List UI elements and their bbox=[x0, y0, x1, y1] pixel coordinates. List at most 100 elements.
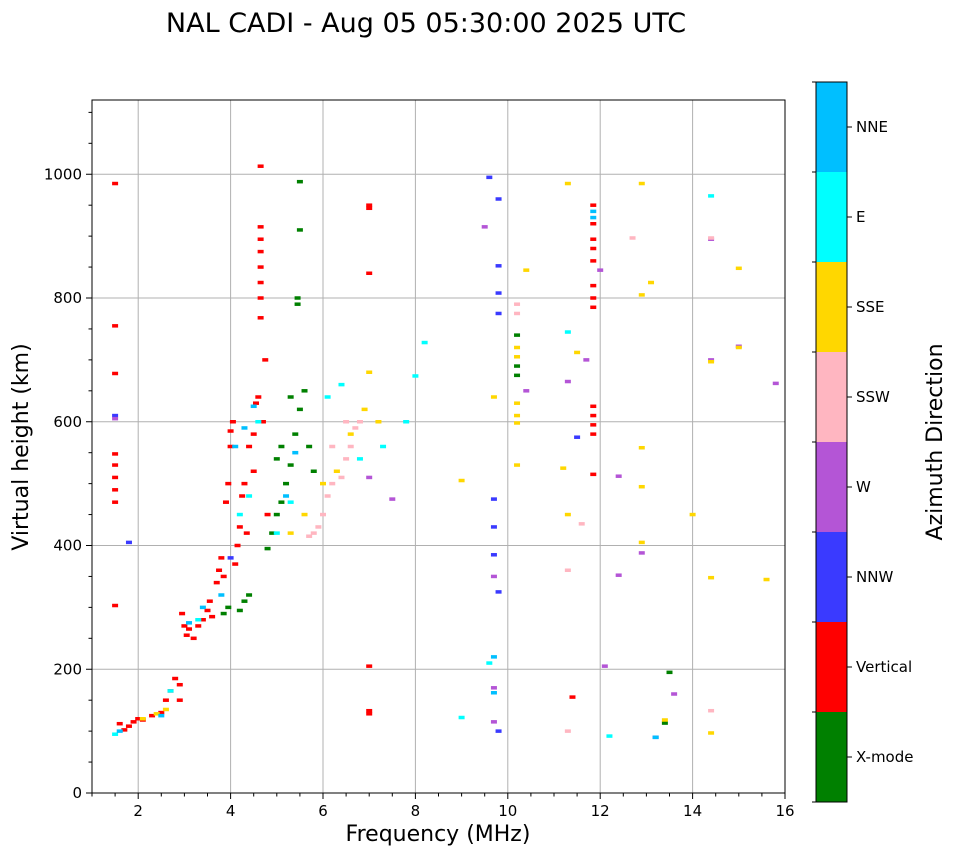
plot-frame bbox=[91, 99, 786, 794]
data-point-x-mode bbox=[296, 407, 303, 412]
data-point-x-mode bbox=[246, 593, 253, 597]
data-point-e bbox=[255, 420, 262, 424]
data-point-e bbox=[403, 420, 410, 424]
data-point-ssw bbox=[343, 457, 350, 461]
data-point-ssw bbox=[343, 420, 350, 424]
colorbar: X-mode Vertical NNW W SSW SSE E NNE bbox=[812, 81, 913, 803]
data-point-x-mode bbox=[278, 444, 285, 449]
data-point-sse bbox=[661, 718, 668, 722]
colorbar-segment bbox=[816, 712, 847, 802]
data-point-x-mode bbox=[241, 599, 248, 603]
data-point-x-mode bbox=[294, 296, 301, 300]
data-point-sse bbox=[347, 432, 354, 436]
data-point-x-mode bbox=[236, 608, 243, 613]
data-point-vertical bbox=[112, 463, 119, 467]
data-point-vertical bbox=[590, 472, 597, 477]
data-point-e bbox=[338, 382, 345, 387]
data-point-vertical bbox=[366, 271, 373, 275]
colorbar-label: Azimuth Direction bbox=[923, 343, 948, 540]
data-point-vertical bbox=[257, 249, 264, 254]
x-tick-label: 6 bbox=[318, 802, 328, 820]
y-tick-label: 0 bbox=[72, 784, 82, 802]
y-tick-label: 600 bbox=[53, 413, 82, 431]
data-point-vertical bbox=[162, 698, 169, 702]
colorbar-segment bbox=[816, 532, 847, 622]
data-point-vertical bbox=[179, 611, 186, 616]
data-point-vertical bbox=[130, 720, 137, 724]
data-point-x-mode bbox=[273, 457, 280, 461]
data-point-x-mode bbox=[296, 179, 303, 184]
data-point-e bbox=[380, 444, 387, 449]
data-point-vertical bbox=[241, 481, 248, 486]
x-tick-label: 2 bbox=[133, 802, 143, 820]
y-axis-label: Virtual height (km) bbox=[9, 343, 34, 550]
grid-lines bbox=[92, 100, 786, 794]
data-point-vertical bbox=[257, 164, 264, 168]
data-point-sse bbox=[514, 345, 521, 350]
data-point-nnw bbox=[495, 590, 502, 594]
data-point-nnw bbox=[227, 556, 234, 560]
data-point-w bbox=[490, 686, 497, 690]
data-point-sse bbox=[514, 413, 521, 418]
y-tick-label: 800 bbox=[53, 289, 82, 307]
data-point-sse bbox=[333, 469, 340, 473]
data-point-vertical bbox=[259, 420, 266, 424]
data-point-x-mode bbox=[287, 395, 294, 399]
data-point-e bbox=[412, 374, 419, 378]
data-point-vertical bbox=[176, 698, 183, 702]
data-point-vertical bbox=[257, 265, 264, 269]
data-point-vertical bbox=[172, 676, 179, 681]
data-point-vertical bbox=[250, 432, 257, 436]
axes: 2 4 6 8 10 12 14 16 0 200 400 600 800 1000 bbox=[44, 111, 795, 820]
data-points bbox=[112, 164, 779, 740]
data-point-ssw bbox=[347, 444, 354, 449]
data-point-nnw bbox=[490, 525, 497, 529]
data-point-ssw bbox=[329, 481, 336, 486]
data-point-x-mode bbox=[283, 481, 290, 486]
data-point-vertical bbox=[366, 712, 373, 716]
data-point-vertical bbox=[590, 259, 597, 263]
data-point-sse bbox=[153, 712, 160, 716]
data-point-e bbox=[287, 500, 294, 504]
x-tick-label: 10 bbox=[498, 802, 517, 820]
data-point-vertical bbox=[257, 296, 264, 300]
data-point-vertical bbox=[112, 324, 119, 328]
data-point-sse bbox=[638, 181, 645, 186]
data-point-e bbox=[273, 531, 280, 535]
data-point-nnw bbox=[495, 311, 502, 316]
data-point-vertical bbox=[158, 710, 165, 715]
data-point-x-mode bbox=[292, 432, 299, 436]
data-point-vertical bbox=[366, 708, 373, 713]
x-tick-label: 8 bbox=[411, 802, 421, 820]
data-point-x-mode bbox=[306, 444, 313, 449]
data-point-sse bbox=[560, 466, 567, 470]
data-point-vertical bbox=[176, 682, 183, 687]
data-point-x-mode bbox=[264, 546, 271, 551]
data-point-vertical bbox=[239, 494, 246, 498]
data-point-vertical bbox=[112, 488, 119, 492]
data-point-w bbox=[583, 358, 590, 362]
data-point-sse bbox=[514, 463, 521, 467]
x-tick-label: 4 bbox=[226, 802, 236, 820]
data-point-w bbox=[708, 358, 715, 362]
data-point-sse bbox=[514, 355, 521, 359]
data-point-x-mode bbox=[514, 364, 521, 368]
data-point-sse bbox=[139, 717, 146, 721]
data-point-x-mode bbox=[220, 611, 227, 616]
data-point-vertical bbox=[112, 500, 119, 504]
data-point-vertical bbox=[195, 624, 202, 628]
data-point-nne bbox=[490, 655, 497, 659]
data-point-w bbox=[389, 497, 396, 501]
data-point-vertical bbox=[229, 420, 236, 424]
x-tick-label: 12 bbox=[591, 802, 610, 820]
data-point-ssw bbox=[310, 531, 317, 535]
data-point-sse bbox=[458, 478, 465, 483]
data-point-nnw bbox=[490, 497, 497, 501]
data-point-nne bbox=[490, 691, 497, 695]
data-point-vertical bbox=[366, 203, 373, 207]
data-point-e bbox=[236, 512, 243, 517]
data-point-sse bbox=[735, 345, 742, 350]
data-point-sse bbox=[735, 266, 742, 271]
data-point-vertical bbox=[112, 603, 119, 608]
data-point-nnw bbox=[495, 729, 502, 733]
